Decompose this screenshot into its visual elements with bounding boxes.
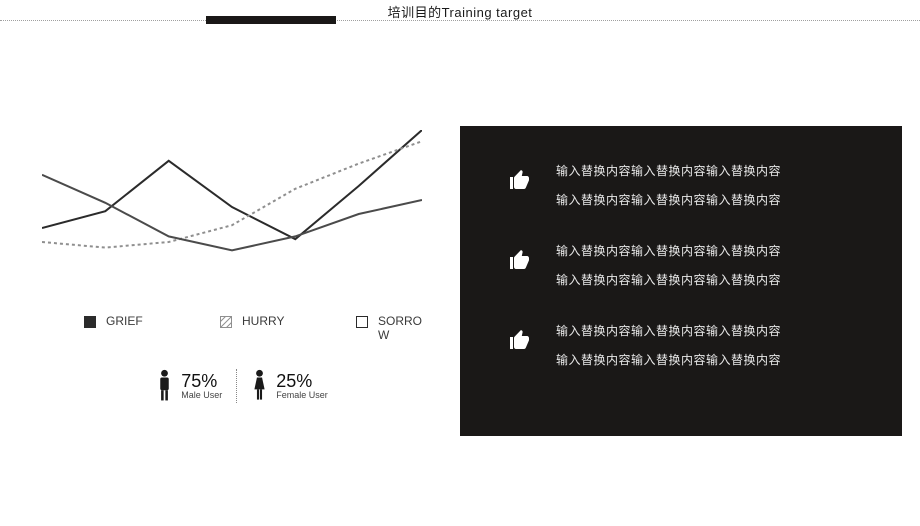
thumbs-up-icon	[508, 328, 532, 352]
legend-label: SORROW	[378, 314, 422, 343]
female-percent: 25%	[276, 372, 328, 390]
legend-swatch	[84, 316, 96, 328]
legend-label: HURRY	[242, 314, 286, 328]
female-stat: 25% Female User	[251, 369, 328, 403]
bullet-row: 输入替换内容输入替换内容输入替换内容输入替换内容输入替换内容输入替换内容	[508, 322, 876, 368]
legend-item: SORROW	[356, 314, 422, 343]
legend-item: HURRY	[220, 314, 286, 328]
thumbs-up-icon	[508, 248, 532, 272]
header: 培训目的Training target	[0, 0, 920, 24]
male-icon	[156, 369, 173, 403]
bullet-row: 输入替换内容输入替换内容输入替换内容输入替换内容输入替换内容输入替换内容	[508, 162, 876, 208]
legend-swatch	[220, 316, 232, 328]
bullet-line: 输入替换内容输入替换内容输入替换内容	[556, 191, 781, 208]
header-accent-bar	[206, 16, 336, 24]
bullet-line: 输入替换内容输入替换内容输入替换内容	[556, 271, 781, 288]
bullet-line: 输入替换内容输入替换内容输入替换内容	[556, 242, 781, 259]
legend-item: GRIEF	[84, 314, 150, 328]
left-panel: GRIEF HURRY SORROW 75% Male User	[42, 130, 442, 403]
male-percent: 75%	[181, 372, 222, 390]
legend-label: GRIEF	[106, 314, 150, 328]
series-hurry	[42, 141, 422, 247]
male-label: Male User	[181, 391, 222, 400]
user-stats: 75% Male User 25% Female User	[42, 369, 442, 403]
female-icon	[251, 369, 268, 403]
series-grief	[42, 130, 422, 239]
right-panel: 输入替换内容输入替换内容输入替换内容输入替换内容输入替换内容输入替换内容输入替换…	[460, 126, 902, 436]
chart-legend: GRIEF HURRY SORROW	[42, 314, 442, 343]
legend-swatch	[356, 316, 368, 328]
male-stat: 75% Male User	[156, 369, 222, 403]
bullet-row: 输入替换内容输入替换内容输入替换内容输入替换内容输入替换内容输入替换内容	[508, 242, 876, 288]
bullet-line: 输入替换内容输入替换内容输入替换内容	[556, 351, 781, 368]
bullet-line: 输入替换内容输入替换内容输入替换内容	[556, 162, 781, 179]
line-chart	[42, 130, 422, 270]
thumbs-up-icon	[508, 168, 532, 192]
page-title: 培训目的Training target	[0, 2, 920, 21]
stat-divider	[236, 369, 237, 403]
female-label: Female User	[276, 391, 328, 400]
header-divider	[0, 20, 920, 21]
bullet-line: 输入替换内容输入替换内容输入替换内容	[556, 322, 781, 339]
